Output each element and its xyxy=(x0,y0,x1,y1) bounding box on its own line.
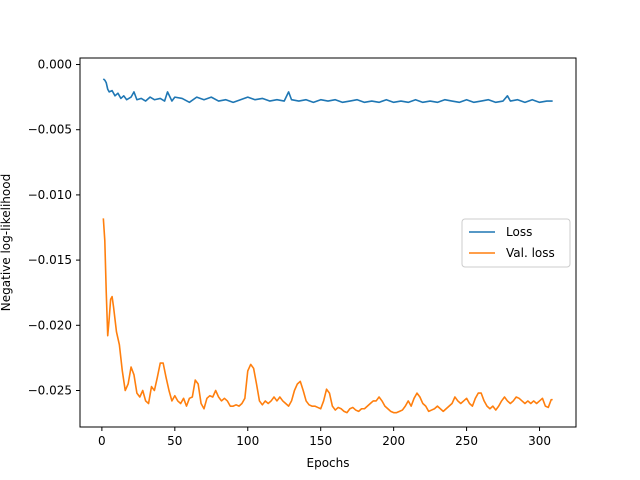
series-line-val-loss xyxy=(102,218,553,414)
legend: Loss Val. loss xyxy=(461,218,571,268)
y-tick-label: −0.025 xyxy=(28,383,72,397)
y-tick-label: 0.000 xyxy=(38,58,72,72)
x-tick-label: 300 xyxy=(528,434,551,448)
legend-box xyxy=(461,218,571,268)
x-tick-label: 200 xyxy=(382,434,405,448)
x-tick-label: 0 xyxy=(98,434,106,448)
x-tick-label: 50 xyxy=(167,434,182,448)
x-tick-label: 100 xyxy=(236,434,259,448)
series-layer xyxy=(102,78,553,414)
x-axis-ticks: 0 50 100 150 200 250 300 xyxy=(98,427,551,448)
legend-label: Loss xyxy=(506,225,532,239)
y-axis-ticks: 0.000 −0.005 −0.010 −0.015 −0.020 −0.025 xyxy=(28,58,80,397)
series-line-loss xyxy=(102,78,553,104)
x-axis-label: Epochs xyxy=(307,456,350,470)
legend-label: Val. loss xyxy=(506,246,555,260)
x-tick-label: 150 xyxy=(309,434,332,448)
y-tick-label: −0.005 xyxy=(28,123,72,137)
y-tick-label: −0.010 xyxy=(28,188,72,202)
y-axis-label: Negative log-likelihood xyxy=(0,174,13,311)
y-tick-label: −0.015 xyxy=(28,253,72,267)
plot-area-frame xyxy=(79,57,577,428)
x-tick-label: 250 xyxy=(455,434,478,448)
y-tick-label: −0.020 xyxy=(28,318,72,332)
